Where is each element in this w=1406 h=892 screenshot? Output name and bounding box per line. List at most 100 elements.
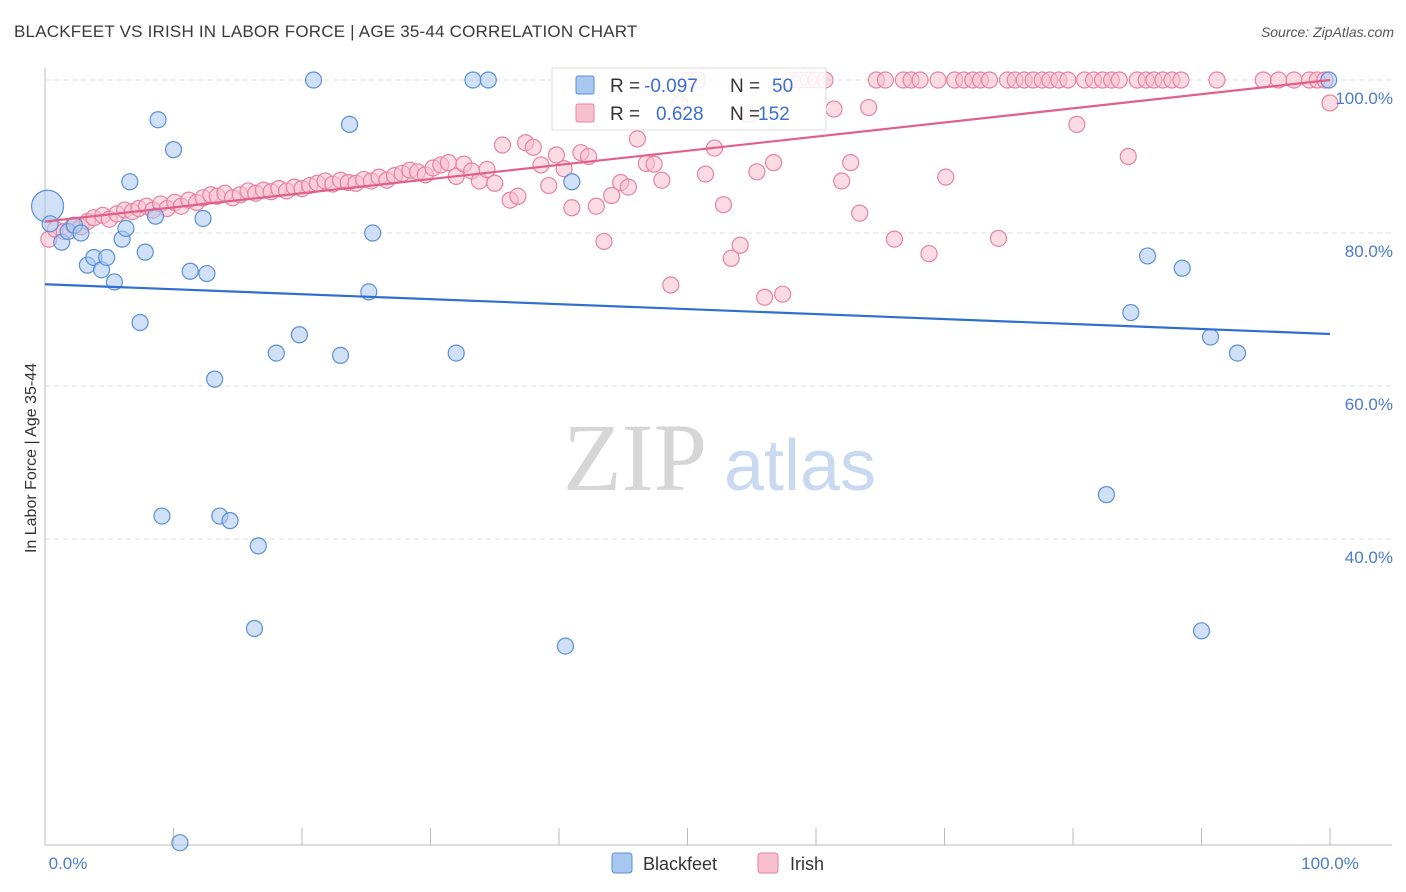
point-blackfeet <box>304 71 323 89</box>
point-irish <box>532 156 550 174</box>
series-blackfeet-points <box>30 71 1338 852</box>
trend-line-irish <box>44 78 1331 223</box>
x-tick-labels: 0.0% 100.0% <box>49 854 1359 873</box>
point-irish <box>929 71 947 89</box>
point-irish <box>653 171 671 189</box>
point-blackfeet <box>146 207 165 225</box>
y-tick-label: 40.0% <box>1345 548 1393 567</box>
point-blackfeet <box>245 619 264 638</box>
point-irish <box>764 154 783 172</box>
trend-lines <box>44 78 1331 336</box>
watermark: ZIP atlas <box>563 404 876 511</box>
series-irish-points <box>40 71 1339 306</box>
point-irish <box>714 196 733 214</box>
point-blackfeet <box>198 264 216 283</box>
legend-n-label-blackfeet: N = <box>730 76 760 97</box>
point-blackfeet <box>121 173 139 191</box>
x-tick-label-max: 100.0% <box>1301 854 1359 873</box>
point-irish <box>920 245 938 263</box>
point-irish <box>722 249 740 267</box>
point-irish <box>486 174 504 192</box>
point-irish <box>619 178 637 196</box>
legend-n-value-blackfeet: 50 <box>772 76 793 97</box>
legend-r-label-irish: R = <box>610 104 640 125</box>
point-irish <box>1208 71 1226 89</box>
legend-r-label-blackfeet: R = <box>610 76 640 97</box>
point-irish <box>773 285 792 303</box>
point-irish <box>825 100 843 118</box>
point-irish <box>1119 147 1137 166</box>
point-blackfeet <box>267 344 285 362</box>
point-blackfeet <box>181 262 199 280</box>
point-blackfeet <box>1201 328 1220 346</box>
point-irish <box>980 71 999 89</box>
point-irish <box>595 232 613 251</box>
point-irish <box>937 168 955 186</box>
point-irish <box>1068 115 1086 133</box>
y-tick-labels: 100.0% 80.0% 60.0% 40.0% <box>1335 89 1393 567</box>
point-blackfeet <box>117 219 135 238</box>
point-blackfeet <box>1138 247 1157 265</box>
point-blackfeet <box>464 71 482 89</box>
point-irish <box>1110 71 1128 89</box>
point-blackfeet <box>340 115 359 133</box>
point-blackfeet <box>1122 303 1140 322</box>
point-irish <box>509 187 527 205</box>
point-blackfeet <box>479 71 497 89</box>
point-irish <box>1059 71 1077 89</box>
point-blackfeet <box>331 346 350 364</box>
point-irish <box>860 98 878 117</box>
point-blackfeet <box>171 834 189 852</box>
point-irish <box>662 276 680 294</box>
point-blackfeet <box>206 370 224 388</box>
point-blackfeet <box>556 637 575 655</box>
chart-source: Source: ZipAtlas.com <box>1260 24 1394 40</box>
point-irish <box>1172 71 1190 89</box>
point-blackfeet <box>72 224 90 242</box>
point-irish <box>696 165 715 183</box>
point-irish <box>833 172 851 190</box>
point-irish <box>885 230 903 248</box>
bottom-legend-label-irish: Irish <box>790 854 824 874</box>
point-blackfeet <box>447 344 465 362</box>
point-blackfeet <box>41 215 59 233</box>
point-irish <box>876 71 894 89</box>
point-irish <box>989 229 1008 247</box>
point-irish <box>851 204 869 222</box>
y-tick-label: 100.0% <box>1335 89 1393 108</box>
legend-n-value-irish: 152 <box>758 104 790 125</box>
point-irish <box>563 199 581 217</box>
series-legend: Blackfeet Irish <box>611 852 824 874</box>
point-blackfeet <box>153 507 171 525</box>
point-blackfeet <box>194 209 212 228</box>
point-irish <box>645 155 663 173</box>
point-irish <box>731 236 749 254</box>
legend-r-value-irish: 0.628 <box>656 104 704 125</box>
point-blackfeet <box>98 248 116 267</box>
stats-legend-box <box>551 67 827 131</box>
point-blackfeet <box>1228 344 1247 362</box>
bottom-legend-swatch-irish <box>757 852 779 874</box>
x-tick-label-min: 0.0% <box>49 854 88 873</box>
point-irish <box>1321 94 1339 112</box>
bottom-legend-swatch-blackfeet <box>611 852 633 874</box>
bottom-legend-label-blackfeet: Blackfeet <box>643 854 717 874</box>
point-irish <box>524 138 542 156</box>
point-irish <box>540 176 558 195</box>
point-blackfeet <box>563 173 581 191</box>
point-blackfeet <box>164 141 183 159</box>
y-axis-label: In Labor Force | Age 35-44 <box>23 363 40 553</box>
point-irish <box>842 154 860 172</box>
point-irish <box>603 186 621 205</box>
legend-swatch-irish <box>575 103 595 123</box>
point-irish <box>748 163 766 181</box>
watermark-atlas: atlas <box>724 426 876 506</box>
point-blackfeet <box>1192 622 1211 640</box>
point-blackfeet <box>149 111 167 129</box>
point-blackfeet <box>221 512 239 530</box>
point-irish <box>493 136 512 154</box>
point-irish <box>587 197 605 215</box>
y-tick-label: 60.0% <box>1345 395 1393 414</box>
point-irish <box>911 71 929 89</box>
